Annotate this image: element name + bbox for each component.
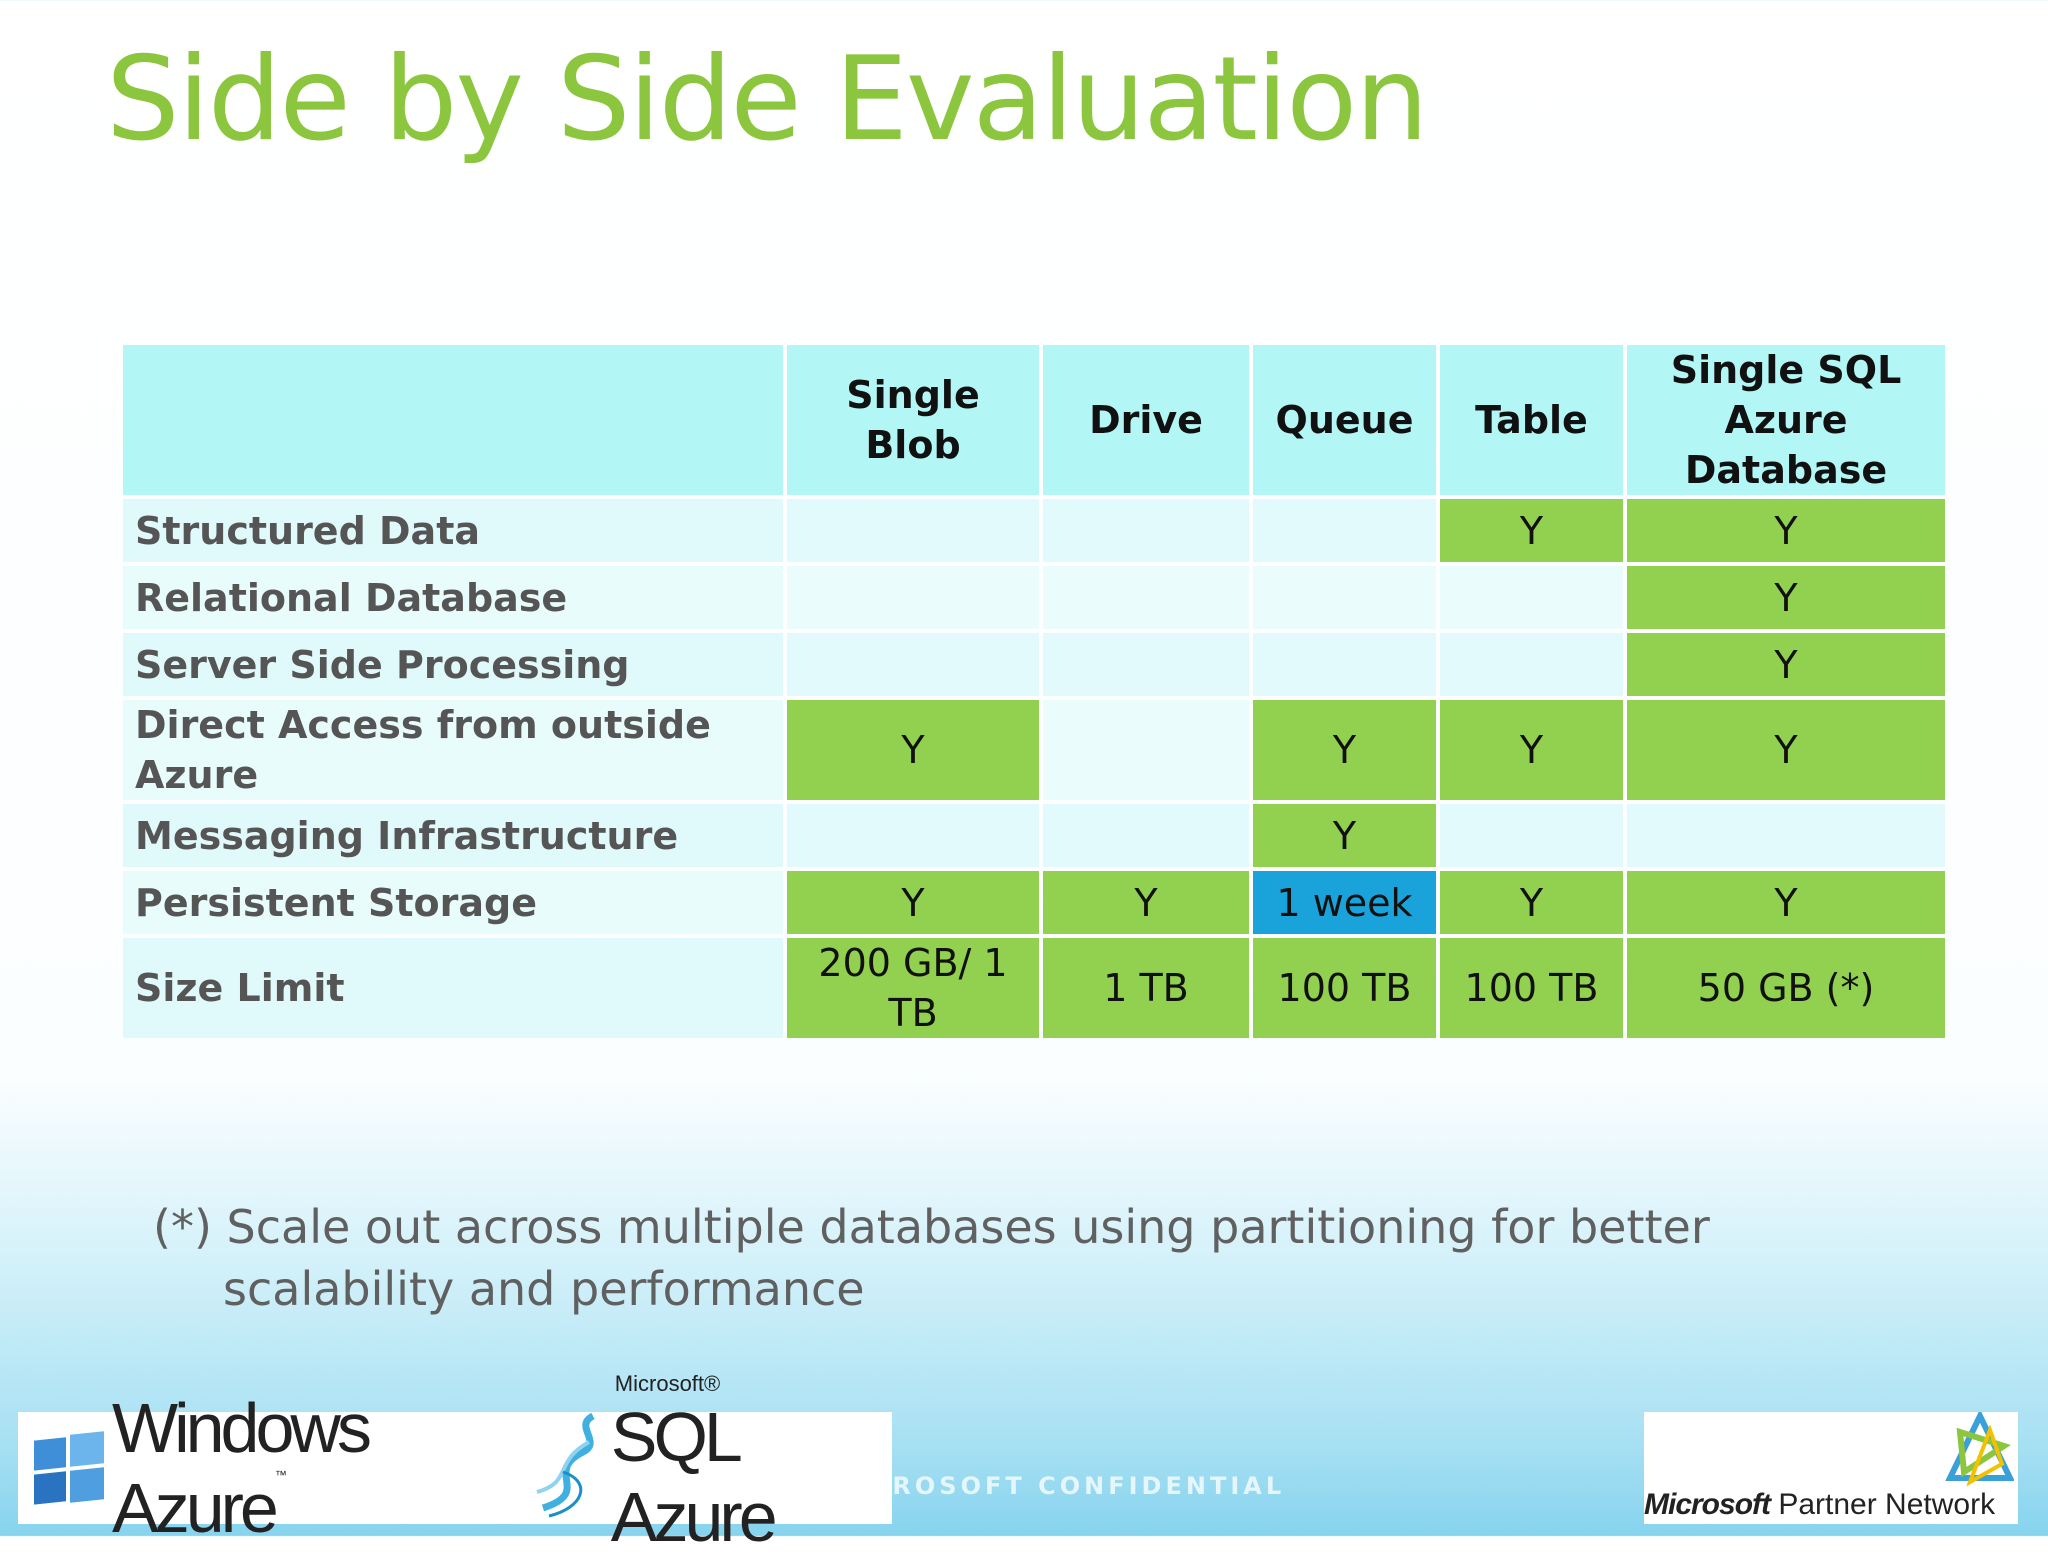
microsoft-partner-network-logo: Microsoft Partner Network: [1644, 1409, 2018, 1524]
table-cell: Y: [1043, 871, 1249, 934]
table-cell: Y: [1440, 871, 1623, 934]
table-cell: [1043, 633, 1249, 696]
table-cell: [1043, 804, 1249, 867]
table-cell: Y: [1627, 566, 1945, 629]
windows-flag-icon: [30, 1427, 108, 1509]
table-cell: 50 GB (*): [1627, 938, 1945, 1038]
table-cell: 100 TB: [1253, 938, 1436, 1038]
header-cell-empty: [123, 345, 783, 495]
table-cell: Y: [1627, 700, 1945, 800]
table-cell: 200 GB/ 1 TB: [787, 938, 1039, 1038]
row-label: Direct Access from outside Azure: [123, 700, 783, 800]
table-cell: [787, 633, 1039, 696]
table-row: Messaging Infrastructure Y: [123, 804, 1945, 867]
partner-network-icon: [1940, 1409, 2015, 1492]
slide-title: Side by Side Evaluation: [106, 32, 1429, 167]
windows-azure-label: Windows Azure: [112, 1389, 372, 1547]
table-cell: [1253, 566, 1436, 629]
table-cell: Y: [1627, 633, 1945, 696]
table-cell: Y: [787, 700, 1039, 800]
header-cell: Single Blob: [787, 345, 1039, 495]
table-cell: Y: [1253, 700, 1436, 800]
table-cell: [787, 566, 1039, 629]
header-cell: Drive: [1043, 345, 1249, 495]
table-header-row: Single Blob Drive Queue Table Single SQL…: [123, 345, 1945, 495]
windows-azure-sql-azure-logo: Windows Azure™ Microsoft® SQL Azure: [18, 1371, 892, 1556]
table-cell: [1627, 804, 1945, 867]
table-cell: [1043, 566, 1249, 629]
sql-swirl-icon: [533, 1412, 605, 1524]
table-cell-highlight: 1 week: [1253, 871, 1436, 934]
row-label: Structured Data: [123, 499, 783, 562]
partner-microsoft-label: Microsoft: [1644, 1488, 1771, 1521]
table-row: Direct Access from outside Azure Y Y Y Y: [123, 700, 1945, 800]
table-cell: [1043, 499, 1249, 562]
table-cell: Y: [1627, 499, 1945, 562]
comparison-table: Single Blob Drive Queue Table Single SQL…: [119, 341, 1949, 1042]
table-cell: [787, 499, 1039, 562]
table-cell: [1440, 633, 1623, 696]
header-cell: Queue: [1253, 345, 1436, 495]
table-cell: [1440, 804, 1623, 867]
table-cell: Y: [1440, 700, 1623, 800]
table-cell: [1253, 633, 1436, 696]
table-cell: [1253, 499, 1436, 562]
footnote-line-1: (*) Scale out across multiple databases …: [153, 1200, 1710, 1254]
table-cell: Y: [1440, 499, 1623, 562]
table-cell: [787, 804, 1039, 867]
table-row: Size Limit 200 GB/ 1 TB 1 TB 100 TB 100 …: [123, 938, 1945, 1038]
table-cell: Y: [1253, 804, 1436, 867]
partner-network-wordmark: Microsoft Partner Network: [1644, 1488, 1995, 1522]
confidential-watermark: MICROSOFT CONFIDENTIAL: [830, 1472, 1286, 1500]
table-row: Server Side Processing Y: [123, 633, 1945, 696]
table-cell: 100 TB: [1440, 938, 1623, 1038]
row-label: Persistent Storage: [123, 871, 783, 934]
sql-microsoft-label: Microsoft®: [614, 1371, 721, 1396]
row-label: Size Limit: [123, 938, 783, 1038]
table-cell: [1440, 566, 1623, 629]
windows-azure-wordmark: Windows Azure™: [112, 1388, 527, 1548]
table-row: Persistent Storage Y Y 1 week Y Y: [123, 871, 1945, 934]
row-label: Messaging Infrastructure: [123, 804, 783, 867]
footnote: (*) Scale out across multiple databases …: [153, 1196, 1710, 1320]
footnote-line-2: scalability and performance: [223, 1262, 865, 1316]
row-label: Server Side Processing: [123, 633, 783, 696]
table-cell: 1 TB: [1043, 938, 1249, 1038]
header-cell: Table: [1440, 345, 1623, 495]
row-label: Relational Database: [123, 566, 783, 629]
partner-network-label: Partner Network: [1778, 1488, 1996, 1521]
sql-azure-wordmark: Microsoft® SQL Azure: [611, 1371, 892, 1557]
header-cell: Single SQL Azure Database: [1627, 345, 1945, 495]
table-cell: Y: [787, 871, 1039, 934]
table-row: Structured Data Y Y: [123, 499, 1945, 562]
trademark-mark: ™: [274, 1468, 287, 1482]
table-row: Relational Database Y: [123, 566, 1945, 629]
table-cell: [1043, 700, 1249, 800]
table-cell: Y: [1627, 871, 1945, 934]
